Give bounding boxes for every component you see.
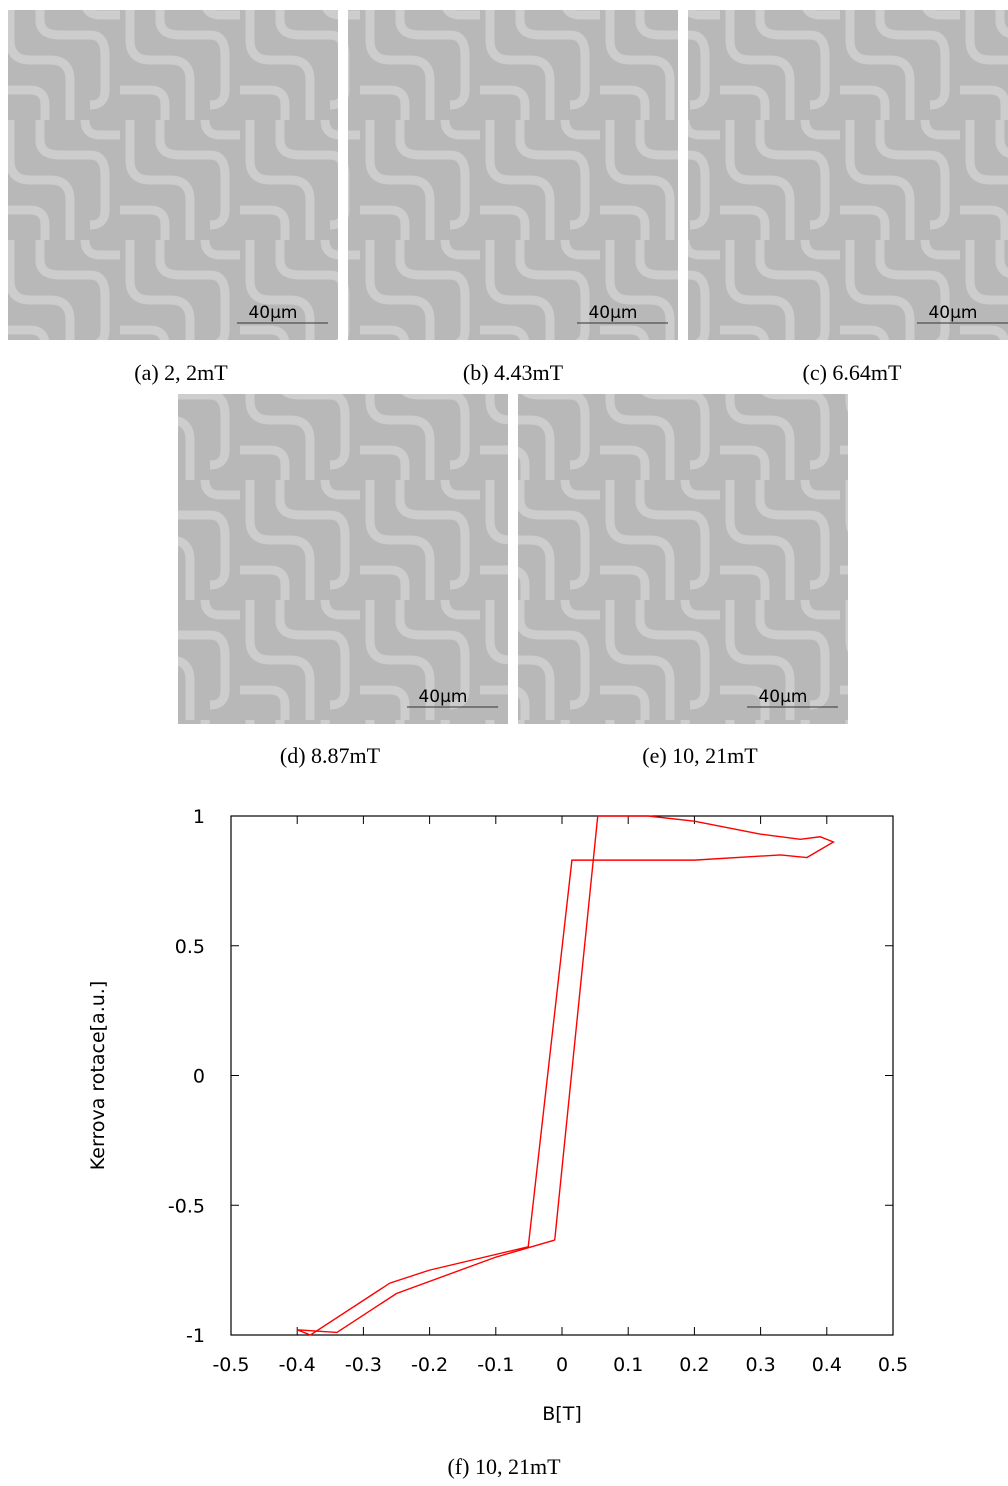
data-line xyxy=(296,815,836,1336)
x-tick-label: 0.4 xyxy=(812,1354,842,1376)
y-tick-label: -0.5 xyxy=(168,1195,205,1217)
y-axis-label: Kerrova rotace[a.u.] xyxy=(87,981,109,1170)
y-tick-label: 1 xyxy=(193,806,205,828)
scale-label: 40µm xyxy=(928,303,977,323)
plot-frame xyxy=(230,815,894,1336)
caption: (e) 10, 21mT xyxy=(642,743,758,768)
x-tick-label: 0 xyxy=(556,1354,568,1376)
caption: (b) 4.43mT xyxy=(463,360,564,385)
y-tick-label: -1 xyxy=(186,1325,205,1347)
scale-label: 40µm xyxy=(248,303,297,323)
x-tick-label: -0.1 xyxy=(477,1354,514,1376)
x-tick-label: 0.2 xyxy=(679,1354,709,1376)
micrograph xyxy=(8,10,338,340)
caption: (a) 2, 2mT xyxy=(134,360,228,385)
scale-label: 40µm xyxy=(418,687,467,707)
x-tick-label: -0.2 xyxy=(411,1354,448,1376)
micrograph xyxy=(688,10,1008,340)
x-tick-label: 0.3 xyxy=(745,1354,775,1376)
caption: (c) 6.64mT xyxy=(803,360,903,385)
x-axis-label: B[T] xyxy=(542,1403,581,1425)
caption: (f) 10, 21mT xyxy=(447,1454,561,1479)
panels: 40µm (a) 2, 2mT 40µm (b) 4.43mT 40µm (c) 6.64… xyxy=(8,10,1008,768)
scale-label: 40µm xyxy=(588,303,637,323)
y-tick-label: 0.5 xyxy=(175,936,205,958)
micrograph xyxy=(348,10,678,340)
y-tick-label: 0 xyxy=(193,1066,205,1088)
x-tick-label: 0.1 xyxy=(613,1354,643,1376)
x-tick-label: -0.4 xyxy=(279,1354,316,1376)
chart: -0.5 -0.4 -0.3 -0.2 -0.1 0 0.1 0.2 0.3 0.4 0.5 -1 -0… xyxy=(87,806,908,1479)
x-tick-label: -0.5 xyxy=(212,1354,249,1376)
x-tick-label: -0.3 xyxy=(345,1354,382,1376)
micrograph xyxy=(178,394,508,724)
caption: (d) 8.87mT xyxy=(280,743,381,768)
scale-label: 40µm xyxy=(758,687,807,707)
micrograph xyxy=(518,394,848,724)
x-tick-label: 0.5 xyxy=(878,1354,908,1376)
